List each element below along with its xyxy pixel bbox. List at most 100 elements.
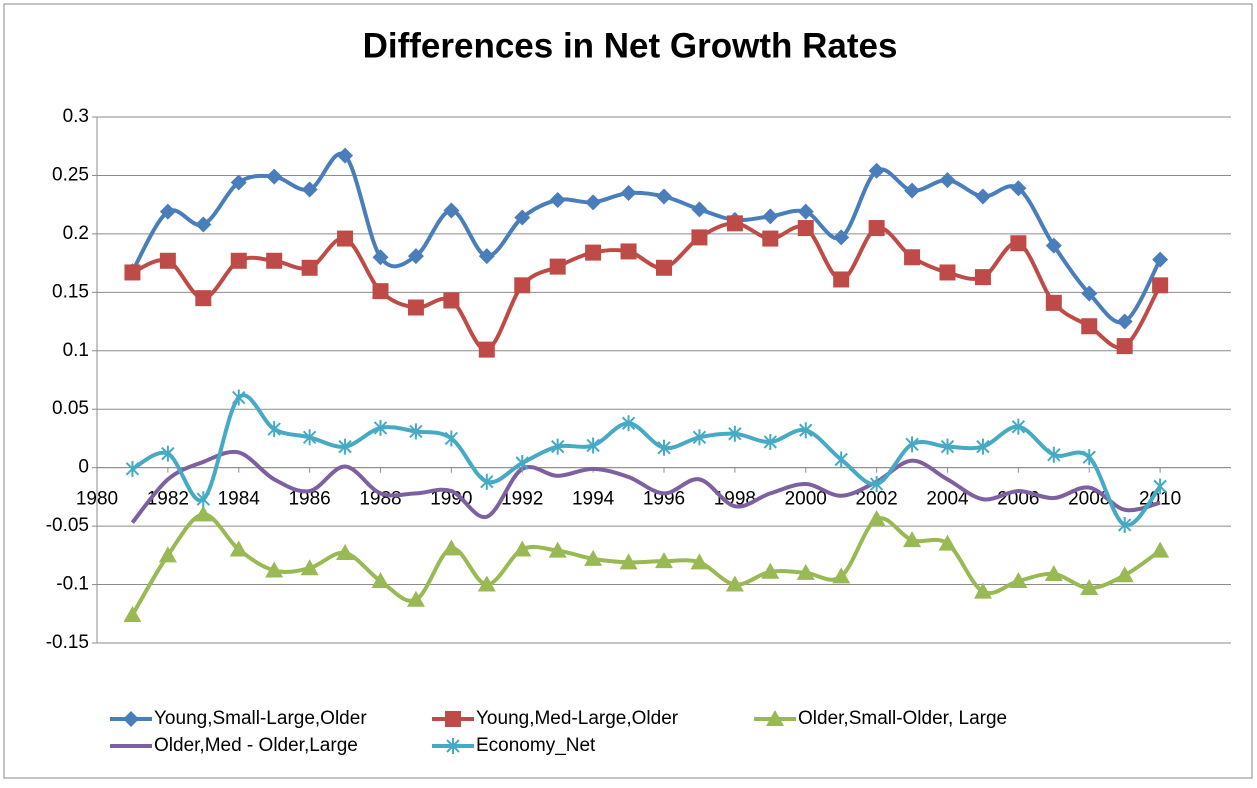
x-tick-label: 1982 [147,489,189,510]
y-tick-label: 0.05 [52,398,89,419]
data-point [761,562,780,579]
data-point [337,147,354,164]
data-point [584,549,603,566]
data-point [655,552,673,569]
legend-marker [445,711,461,727]
data-point [372,249,389,266]
data-point [372,283,389,300]
series-line [130,449,1161,524]
data-point [869,476,884,493]
data-point [1010,235,1027,252]
data-point [939,172,956,189]
data-point [1011,418,1026,435]
data-point [550,438,565,455]
data-point [1153,478,1167,495]
data-point [1117,516,1132,533]
data-point [407,299,424,316]
data-point [1116,338,1133,355]
data-point [406,590,425,607]
y-tick-label: 0 [78,457,89,478]
data-point [973,582,992,599]
data-point [656,259,672,276]
data-point [123,605,142,622]
data-point [867,510,886,527]
data-point [1115,566,1134,583]
chart-title: Differences in Net Growth Rates [363,26,898,65]
data-point [478,341,495,358]
data-point [159,252,176,269]
data-point [230,252,247,269]
legend-label: Older,Med - Older,Large [154,735,358,756]
data-point [939,264,956,281]
data-point [229,540,248,557]
data-point [125,460,140,477]
data-point [1082,449,1096,466]
data-point [1045,237,1062,254]
data-point [159,203,176,220]
legend-marker [766,710,784,726]
y-tick-label: -0.05 [46,515,89,536]
data-point [690,553,709,570]
data-point [834,451,848,468]
data-point [195,216,212,233]
legend-label: Young,Small-Large,Older [154,708,367,729]
data-point [1081,318,1098,335]
x-tick-label: 2000 [785,489,827,510]
data-point [477,575,496,592]
x-tick-label: 1986 [288,489,330,510]
data-point [514,209,531,226]
data-point [726,215,743,232]
data-point [515,454,529,471]
data-point [443,292,460,309]
data-point [407,248,424,265]
data-point [1009,572,1028,589]
data-point [938,534,957,551]
data-point [267,421,281,438]
data-point [797,220,814,237]
data-point [301,181,318,198]
legend-marker [446,738,460,754]
data-point [301,259,318,276]
data-point [692,429,707,446]
data-point [194,505,213,522]
data-point [442,539,461,556]
data-point [300,559,319,576]
data-point [513,540,532,557]
legend-label: Economy_Net [476,735,596,756]
data-point [832,567,851,584]
x-tick-label: 1980 [76,489,118,510]
data-point [1044,565,1063,582]
y-tick-label: -0.1 [56,574,89,595]
data-point [266,168,283,185]
x-tick-label: 1996 [643,489,685,510]
data-point [1152,277,1169,294]
data-point [1080,579,1099,596]
data-point [974,269,991,286]
data-point [230,174,247,191]
data-point [266,252,283,269]
data-point [265,561,284,578]
data-point [904,249,921,266]
series-line [131,393,1162,527]
data-point [762,230,779,247]
data-point [409,423,423,440]
data-point [158,546,177,563]
data-point [833,271,850,288]
data-point [796,563,815,580]
data-point [1045,294,1062,311]
data-point [868,162,885,179]
data-point [868,220,885,237]
data-point [585,244,602,261]
data-point [478,248,495,265]
data-point [514,277,531,294]
data-point [620,243,637,260]
y-tick-label: -0.15 [46,632,89,653]
data-point [586,437,600,454]
data-point [302,429,317,446]
data-point [691,201,708,218]
data-point [444,430,459,447]
data-point [1152,251,1169,268]
data-point [549,258,566,275]
legend-marker [123,711,139,727]
